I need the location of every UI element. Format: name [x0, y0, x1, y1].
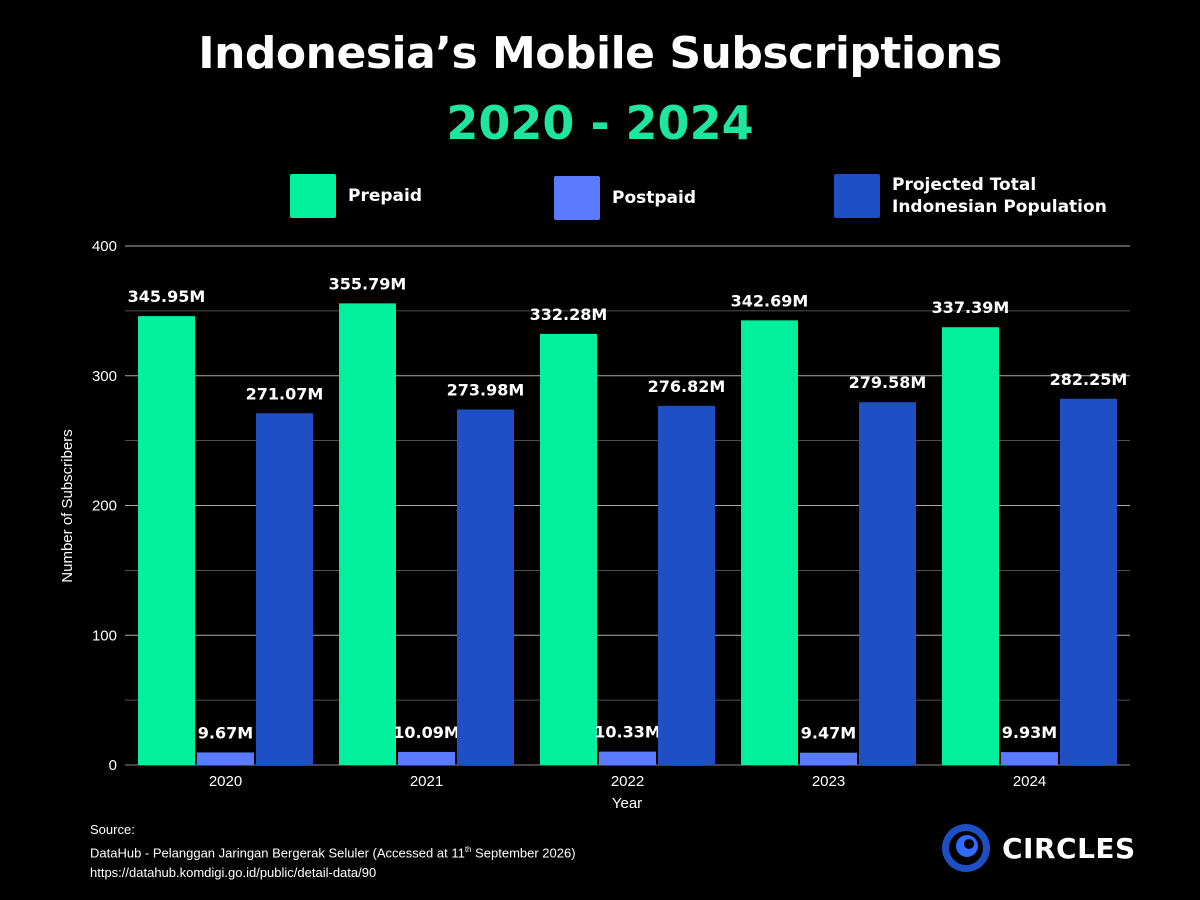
- bar-postpaid-2024: [1001, 752, 1058, 765]
- circles-logo: CIRCLES: [940, 822, 1136, 874]
- data-label-prepaid-2024: 337.39M: [932, 298, 1010, 317]
- bar-postpaid-2021: [398, 751, 455, 765]
- source-heading: Source:: [90, 822, 135, 837]
- bar-postpaid-2022: [599, 751, 656, 765]
- bar-prepaid-2024: [942, 327, 999, 765]
- data-label-prepaid-2022: 332.28M: [530, 305, 608, 324]
- legend-swatch-population: [834, 174, 880, 218]
- x-tick-label: 2022: [611, 773, 644, 790]
- source-line-1: DataHub - Pelanggan Jaringan Bergerak Se…: [90, 845, 576, 861]
- data-label-population-2021: 273.98M: [447, 381, 525, 400]
- bar-population-2020: [256, 413, 313, 765]
- y-tick-label: 300: [92, 368, 117, 385]
- data-label-postpaid-2020: 9.67M: [198, 723, 253, 742]
- data-label-population-2024: 282.25M: [1050, 370, 1128, 389]
- legend-item-prepaid: Prepaid: [290, 174, 422, 218]
- x-tick-label: 2024: [1013, 773, 1046, 790]
- legend-label-population: Projected Total Indonesian Population: [892, 175, 1107, 217]
- data-label-prepaid-2023: 342.69M: [731, 291, 809, 310]
- y-tick-label: 200: [92, 498, 117, 515]
- circles-logo-icon: [942, 824, 990, 872]
- bar-prepaid-2020: [138, 316, 195, 765]
- data-label-prepaid-2020: 345.95M: [128, 287, 206, 306]
- bar-postpaid-2020: [197, 752, 254, 765]
- source-url[interactable]: https://datahub.komdigi.go.id/public/det…: [90, 865, 377, 881]
- y-tick-label: 400: [92, 238, 117, 255]
- data-label-postpaid-2024: 9.93M: [1002, 723, 1057, 742]
- data-label-population-2023: 279.58M: [849, 373, 927, 392]
- x-tick-label: 2020: [209, 773, 242, 790]
- bar-postpaid-2023: [800, 752, 857, 765]
- y-tick-label: 0: [109, 757, 117, 774]
- y-tick-label: 100: [92, 627, 117, 644]
- data-label-population-2020: 271.07M: [246, 384, 324, 403]
- bar-population-2023: [859, 402, 916, 765]
- logo-text: CIRCLES: [1002, 831, 1136, 865]
- legend-item-population: Projected Total Indonesian Population: [834, 174, 1107, 218]
- chart-title: Indonesia’s Mobile Subscriptions: [198, 28, 1002, 79]
- source-note: Source: DataHub - Pelanggan Jaringan Ber…: [90, 820, 576, 883]
- x-axis-title: Year: [612, 795, 642, 812]
- legend-swatch-postpaid: [554, 176, 600, 220]
- data-label-population-2022: 276.82M: [648, 377, 726, 396]
- legend-item-postpaid: Postpaid: [554, 176, 696, 220]
- bar-population-2021: [457, 409, 514, 765]
- data-label-postpaid-2021: 10.09M: [393, 723, 460, 742]
- legend-label-postpaid: Postpaid: [612, 188, 697, 208]
- bar-population-2022: [658, 405, 715, 765]
- legend-swatch-prepaid: [290, 174, 336, 218]
- bar-prepaid-2023: [741, 320, 798, 765]
- data-label-postpaid-2023: 9.47M: [801, 724, 856, 743]
- data-label-prepaid-2021: 355.79M: [329, 274, 407, 293]
- bar-prepaid-2021: [339, 303, 396, 765]
- bar-population-2024: [1060, 398, 1117, 765]
- chart-subtitle: 2020 - 2024: [446, 96, 754, 150]
- x-tick-label: 2023: [812, 773, 845, 790]
- legend-label-prepaid: Prepaid: [348, 186, 423, 206]
- x-tick-label: 2021: [410, 773, 443, 790]
- bar-prepaid-2022: [540, 333, 597, 765]
- data-label-postpaid-2022: 10.33M: [594, 723, 661, 742]
- y-axis-title: Number of Subscribers: [59, 429, 76, 582]
